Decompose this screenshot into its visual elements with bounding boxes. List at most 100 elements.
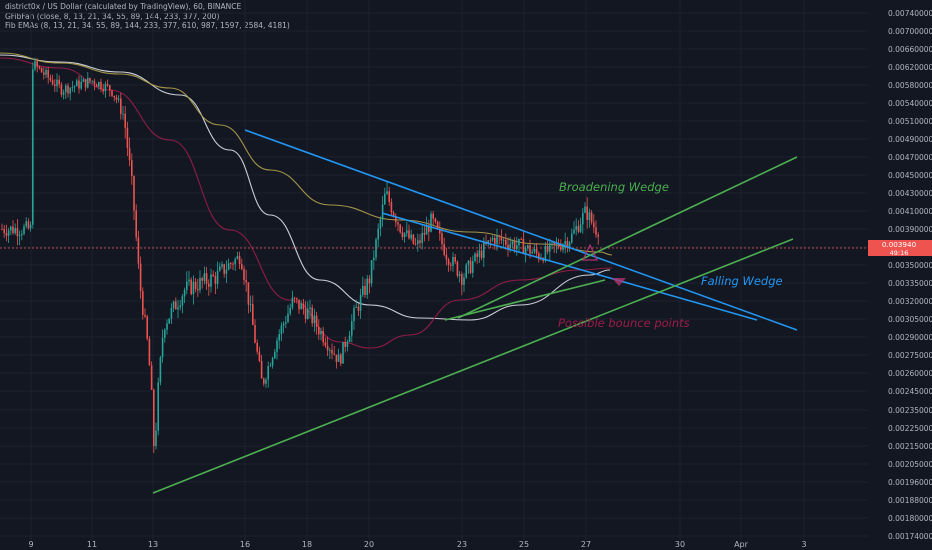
annotation-label: Possible bounce points [558, 316, 690, 330]
candle-body [271, 358, 274, 366]
price-axis-labels: 0.00174000 0.00180000 0.00188000 0.00196000… [888, 9, 932, 541]
grid-lines [0, 0, 868, 540]
candle-body [335, 354, 338, 362]
candle-body [549, 242, 551, 252]
price-tick-label: 0.00188000 [888, 496, 932, 505]
last-price-time: 49:16 [890, 249, 909, 257]
candle-body [302, 303, 305, 310]
time-axis-labels: 9 11 13 16 18 20 23 25 27 30 Apr 3 [28, 540, 806, 549]
candle-body [370, 260, 373, 284]
candle-body [487, 240, 489, 245]
candle-body [533, 248, 536, 252]
candle-body [153, 389, 155, 447]
candle-body [249, 304, 252, 305]
price-axis[interactable] [868, 0, 932, 550]
price-tick-label: 0.00430000 [888, 189, 932, 198]
legend-fib-emas[interactable]: Fib EMAs (8, 13, 21, 34, 55, 89, 144, 23… [5, 21, 290, 30]
candle-body [544, 245, 547, 261]
candle-body [71, 86, 74, 88]
candle-body [368, 278, 371, 284]
candle-body [84, 79, 87, 88]
legend-fib-fan[interactable]: GFibFan (close, 8, 13, 21, 34, 55, 89, 1… [5, 11, 220, 21]
candle-body [150, 365, 153, 390]
candle-body [51, 80, 54, 85]
candle-body [485, 242, 487, 245]
broadening-wedge-lower-line [152, 238, 794, 494]
time-tick-label: 27 [581, 540, 591, 549]
candle-body [155, 430, 157, 447]
candle-body [586, 206, 588, 220]
candle-body [568, 242, 571, 248]
candle-body [296, 298, 298, 300]
candle-body [353, 307, 355, 322]
candle-body [175, 301, 177, 310]
candle-body [322, 331, 324, 343]
candle-body [252, 304, 254, 326]
candle-body [87, 77, 89, 88]
candle-body [188, 279, 190, 282]
time-tick-label: 25 [519, 540, 529, 549]
candle-body [588, 212, 591, 220]
candle-body [467, 260, 470, 265]
candle-body [562, 244, 564, 250]
candle-body [326, 345, 329, 351]
candle-body [260, 360, 263, 379]
candle-body [126, 127, 129, 148]
candle-body [219, 266, 221, 271]
candle-body [258, 351, 261, 361]
candle-body [300, 303, 302, 310]
ema-olive [0, 52, 613, 256]
candles [1, 57, 599, 453]
candle-body [148, 338, 151, 366]
candle-body [128, 147, 131, 161]
candle-body [395, 215, 397, 223]
candle-body [425, 225, 428, 235]
candle-body [133, 175, 135, 211]
candle-body [73, 86, 76, 87]
candle-body [216, 270, 219, 284]
candle-body [227, 263, 230, 270]
candle-body [139, 263, 142, 292]
candle-body [265, 379, 267, 384]
price-tick-label: 0.00215000 [888, 442, 932, 451]
price-tick-label: 0.00174000 [888, 532, 932, 541]
candle-body [474, 253, 476, 262]
candle-body [34, 61, 36, 70]
candle-body [245, 280, 247, 283]
candle-body [254, 325, 256, 343]
candle-body [91, 80, 93, 82]
candle-body [417, 240, 419, 244]
candle-body [478, 250, 481, 257]
candle-body [3, 229, 5, 234]
candle-body [531, 251, 533, 254]
candle-body [210, 274, 212, 287]
price-tick-label: 0.00320000 [888, 297, 932, 306]
bounce-triangle [582, 243, 598, 261]
candle-body [247, 282, 250, 305]
chart-legend: district0x / US Dollar (calculated by Tr… [5, 2, 290, 31]
candle-body [432, 213, 434, 219]
candle-body [208, 283, 210, 287]
candle-body [177, 307, 179, 310]
legend-symbol[interactable]: district0x / US Dollar (calculated by Tr… [5, 2, 242, 11]
candle-body [439, 228, 441, 234]
ema-white [0, 54, 611, 321]
candle-body [40, 67, 43, 73]
time-tick-label: 3 [801, 540, 806, 549]
candle-body [373, 257, 375, 261]
candle-body [509, 244, 511, 249]
candle-body [516, 245, 518, 250]
price-tick-label: 0.00580000 [888, 81, 932, 90]
candle-body [498, 235, 500, 237]
candle-body [390, 201, 393, 213]
candle-body [102, 89, 104, 92]
candle-body [212, 274, 214, 277]
time-tick-label: 16 [240, 540, 250, 549]
candle-body [199, 277, 201, 291]
candle-body [120, 98, 122, 114]
candle-body [263, 378, 265, 384]
candle-body [205, 273, 208, 284]
candle-body [278, 334, 280, 341]
